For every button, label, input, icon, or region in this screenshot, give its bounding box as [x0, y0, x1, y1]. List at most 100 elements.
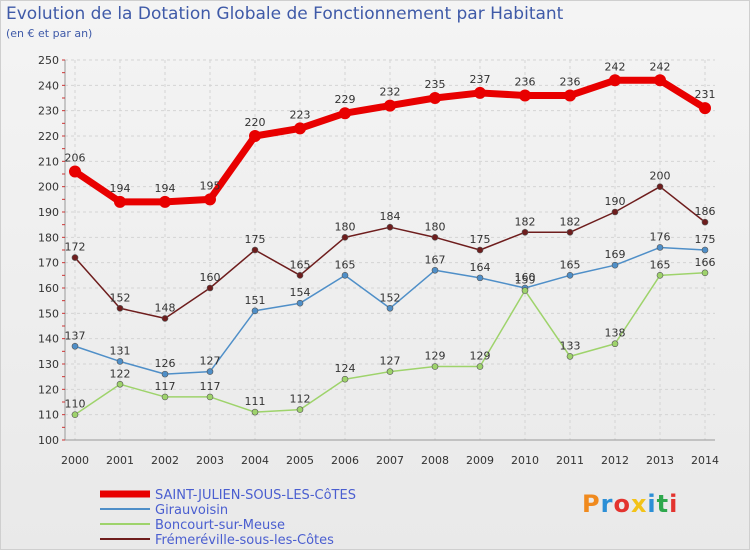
- x-tick-label: 2013: [646, 454, 674, 467]
- data-label: 129: [470, 350, 491, 363]
- data-label: 124: [335, 362, 356, 375]
- data-point: [341, 272, 349, 279]
- data-label: 186: [695, 205, 716, 218]
- data-point: [116, 358, 124, 365]
- data-point: [431, 363, 439, 370]
- data-point: [161, 315, 169, 322]
- y-tick-label: 190: [38, 206, 59, 219]
- y-tick-label: 220: [38, 130, 59, 143]
- data-point: [161, 393, 169, 401]
- data-label: 172: [65, 241, 86, 254]
- data-label: 232: [380, 86, 401, 99]
- y-tick-label: 120: [38, 383, 59, 396]
- data-point: [251, 408, 259, 416]
- data-point: [251, 307, 259, 315]
- data-point: [609, 74, 621, 87]
- data-label: 194: [155, 182, 176, 195]
- y-tick-label: 180: [38, 231, 59, 244]
- data-label: 137: [65, 329, 86, 342]
- data-labels: 137 131 126 127 151 154 165 152 167 164 160 165 169 1…: [65, 60, 716, 410]
- data-label: 206: [65, 151, 86, 164]
- data-label: 110: [65, 398, 86, 411]
- data-label: 138: [605, 327, 626, 340]
- logo-letter: P: [582, 490, 601, 518]
- data-point: [566, 272, 574, 279]
- data-label: 195: [200, 179, 221, 192]
- data-label: 237: [470, 73, 491, 86]
- x-tick-label: 2006: [331, 454, 359, 467]
- data-point: [386, 223, 394, 231]
- data-label: 165: [650, 258, 671, 271]
- data-label: 235: [425, 78, 446, 91]
- y-tick-label: 170: [38, 257, 59, 270]
- data-point: [431, 266, 439, 274]
- data-point: [116, 304, 124, 312]
- data-label: 148: [155, 301, 176, 314]
- x-tick-label: 2001: [106, 454, 134, 467]
- logo-letter: r: [600, 490, 614, 518]
- y-tick-label: 210: [38, 155, 59, 168]
- x-tick-label: 2010: [511, 454, 539, 467]
- data-point: [386, 368, 394, 375]
- data-label: 165: [560, 258, 581, 271]
- x-tick-label: 2008: [421, 454, 449, 467]
- logo-letter: i: [669, 490, 679, 518]
- data-label: 160: [200, 271, 221, 284]
- y-tick-label: 140: [38, 333, 59, 346]
- x-tick-label: 2011: [556, 454, 584, 467]
- y-tick-label: 240: [38, 79, 59, 92]
- data-point: [71, 342, 79, 350]
- data-point: [611, 261, 619, 269]
- x-tick-label: 2007: [376, 454, 404, 467]
- data-point: [71, 411, 79, 418]
- data-label: 175: [470, 233, 491, 246]
- data-point: [249, 130, 261, 142]
- data-point: [564, 89, 576, 102]
- data-label: 122: [110, 367, 131, 380]
- data-label: 166: [695, 256, 716, 269]
- data-label: 165: [290, 258, 311, 271]
- data-label: 117: [155, 380, 176, 393]
- data-point: [701, 269, 709, 277]
- data-point: [519, 89, 531, 102]
- data-point: [206, 368, 214, 375]
- data-label: 117: [200, 380, 221, 393]
- data-point: [204, 193, 216, 206]
- x-tick-label: 2003: [196, 454, 224, 467]
- data-point: [339, 107, 351, 120]
- data-point: [476, 246, 484, 254]
- logo-letter: t: [656, 490, 670, 518]
- data-label: 175: [695, 233, 716, 246]
- proxiti-logo: Proxiti: [582, 490, 678, 518]
- y-tick-label: 100: [38, 434, 59, 447]
- data-point: [474, 86, 486, 99]
- data-label: 231: [695, 88, 716, 101]
- data-label: 229: [335, 93, 356, 106]
- chart-subtitle: (en € et par an): [6, 27, 93, 40]
- legend-label: Boncourt-sur-Meuse: [155, 518, 285, 533]
- logo-letter: i: [647, 490, 657, 518]
- data-label: 182: [560, 215, 581, 228]
- data-label: 126: [155, 357, 176, 370]
- x-tick-label: 2005: [286, 454, 314, 467]
- legend: SAINT-JULIEN-SOUS-LES-CôTESGirauvoisinBo…: [100, 488, 356, 548]
- series-layer: [69, 74, 711, 418]
- data-point: [611, 340, 619, 348]
- data-point: [71, 254, 79, 261]
- data-point: [701, 246, 709, 254]
- data-point: [521, 228, 529, 236]
- data-point: [161, 370, 169, 378]
- data-point: [296, 406, 304, 413]
- data-label: 152: [110, 291, 131, 304]
- data-point: [611, 208, 619, 216]
- data-point: [206, 393, 214, 401]
- chart-title: Evolution de la Dotation Globale de Fonc…: [6, 4, 564, 24]
- axes: 100 110 120 130 140 150 160 170 180 190 200 210 220 2…: [38, 54, 719, 467]
- data-point: [159, 195, 171, 208]
- y-tick-label: 230: [38, 105, 59, 118]
- legend-label: Girauvoisin: [155, 503, 228, 518]
- y-tick-label: 200: [38, 181, 59, 194]
- legend-label: Frémeréville-sous-les-Côtes: [155, 533, 334, 548]
- data-point: [386, 304, 394, 312]
